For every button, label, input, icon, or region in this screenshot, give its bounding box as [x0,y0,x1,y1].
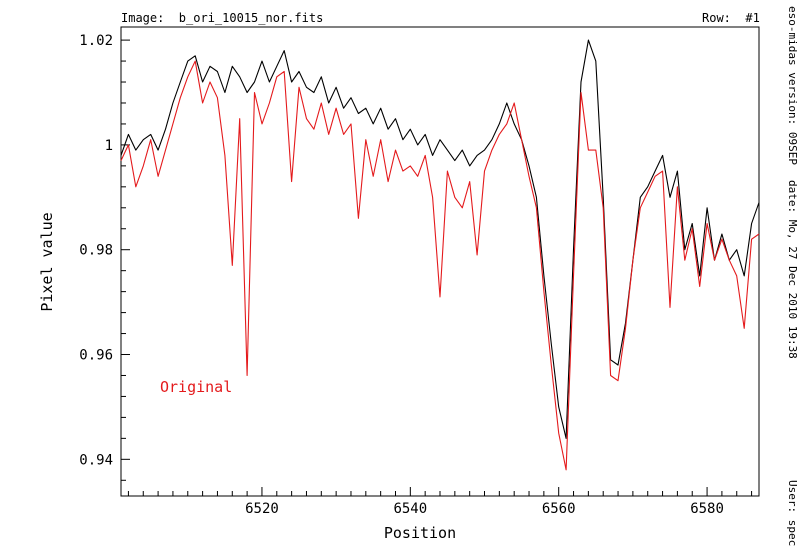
y-tick-label: 1 [105,138,113,154]
image-title: Image: b_ori_10015_nor.fits [121,11,324,25]
x-axis: 6520 6540 6560 6580 [127,487,753,517]
black-series-line [120,39,760,439]
plot-user: User: spec [786,480,799,547]
x-tick-label: 6540 [393,501,427,517]
x-axis-label: Position [384,524,456,542]
original-annotation: Original [160,378,232,396]
y-tick-label: 1.02 [79,33,113,49]
y-tick-label: 0.98 [79,243,113,259]
y-tick-label: 0.94 [79,452,113,468]
y-tick-label: 0.96 [79,348,113,364]
plot-date: date: Mo, 27 Dec 2010 19:38 [786,180,799,359]
x-tick-label: 6560 [542,501,576,517]
row-label: Row: #1 [702,11,760,25]
red-original-series-line [120,60,760,471]
y-axis-label: Pixel value [38,212,56,311]
x-tick-label: 6580 [690,501,724,517]
midas-version: eso-midas version: 09SEP [786,6,799,165]
x-tick-label: 6520 [245,501,279,517]
series-group [120,39,760,471]
y-axis: 0.94 0.96 0.98 1 1.02 [79,33,130,481]
